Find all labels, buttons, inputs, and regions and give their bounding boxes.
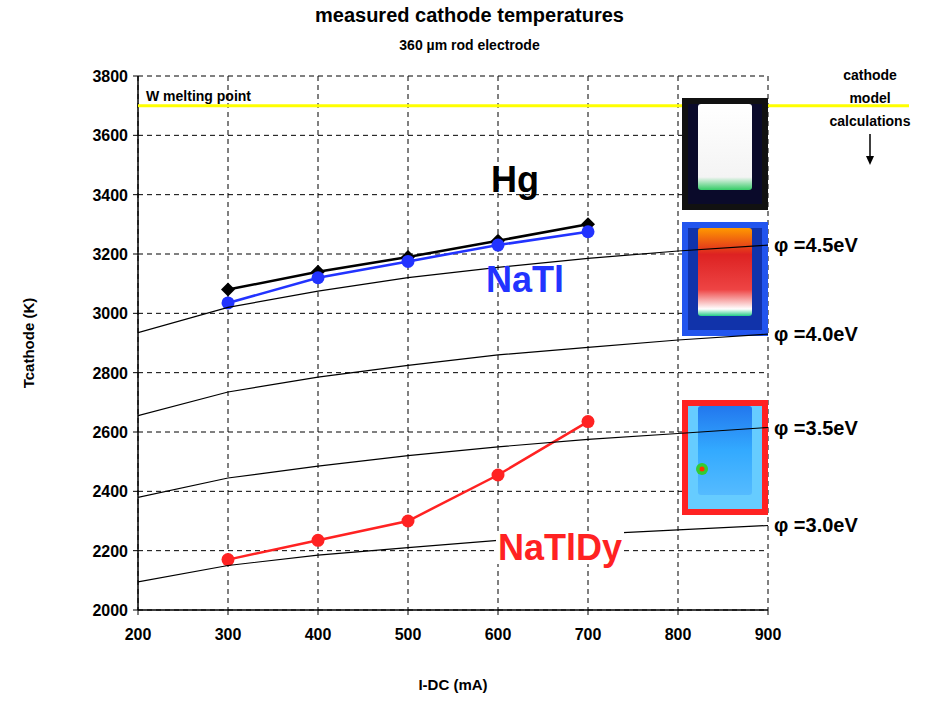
annotation-line: calculations bbox=[830, 113, 911, 129]
x-axis bbox=[138, 609, 768, 611]
inset-image bbox=[682, 222, 768, 336]
series-line bbox=[228, 232, 588, 303]
marker-circle bbox=[402, 515, 415, 528]
curve-label: φ =3.5eV bbox=[774, 417, 858, 439]
inset-bg bbox=[688, 406, 762, 509]
series-label: Hg bbox=[491, 159, 539, 200]
inset-bg bbox=[688, 104, 762, 204]
x-tick-label: 200 bbox=[125, 626, 152, 643]
inset-frame bbox=[682, 400, 768, 515]
inset-electrode bbox=[698, 228, 752, 316]
annotation-line: model bbox=[849, 90, 890, 106]
background bbox=[0, 0, 939, 710]
inset-bg bbox=[688, 228, 762, 330]
marker-circle bbox=[492, 239, 505, 252]
annotation-arrowhead bbox=[866, 156, 874, 165]
inset-spot bbox=[700, 467, 705, 472]
y-tick-label: 3400 bbox=[92, 187, 128, 204]
x-tick-label: 300 bbox=[215, 626, 242, 643]
x-tick-label: 900 bbox=[755, 626, 782, 643]
inset-spot bbox=[696, 463, 708, 475]
marker-circle bbox=[402, 255, 415, 268]
series-label: NaTl bbox=[486, 259, 564, 300]
y-grid-line bbox=[138, 135, 768, 136]
y-grid-line bbox=[138, 194, 768, 195]
reference-line bbox=[138, 104, 909, 107]
curve-label: φ =4.0eV bbox=[774, 323, 858, 345]
marker-circle bbox=[312, 271, 325, 284]
y-tick-label: 3600 bbox=[92, 127, 128, 144]
x-tick-label: 600 bbox=[485, 626, 512, 643]
inset-electrode bbox=[698, 104, 752, 190]
y-tick-label: 2000 bbox=[92, 602, 128, 619]
inset-electrode bbox=[698, 406, 752, 495]
y-tick-label: 3000 bbox=[92, 305, 128, 322]
inset-image bbox=[682, 98, 768, 210]
curve-label: φ =3.0eV bbox=[774, 514, 858, 536]
series-line bbox=[138, 334, 768, 416]
data-area bbox=[138, 217, 768, 581]
curve-label: φ =4.5eV bbox=[774, 234, 858, 256]
subtitle: 360 µm rod electrode bbox=[399, 37, 540, 53]
marker-diamond bbox=[221, 283, 235, 297]
marker-circle bbox=[582, 415, 595, 428]
y-axis bbox=[137, 76, 139, 610]
marker-circle bbox=[222, 553, 235, 566]
x-axis-title: I-DC (mA) bbox=[418, 676, 487, 693]
y-tick-label: 2200 bbox=[92, 543, 128, 560]
x-grid-line bbox=[138, 76, 139, 610]
chart: measured cathode temperatures 360 µm rod … bbox=[0, 0, 939, 710]
y-tick-label: 3800 bbox=[92, 68, 128, 85]
y-grid-line bbox=[138, 313, 768, 314]
y-grid-line bbox=[138, 610, 768, 611]
y-tick-label: 3200 bbox=[92, 246, 128, 263]
x-grid-line bbox=[408, 76, 409, 610]
marker-circle bbox=[582, 225, 595, 238]
y-grid-line bbox=[138, 76, 768, 77]
x-tick-label: 800 bbox=[665, 626, 692, 643]
x-tick-label: 500 bbox=[395, 626, 422, 643]
inset-image bbox=[682, 400, 768, 515]
y-tick-label: 2600 bbox=[92, 424, 128, 441]
series-label: NaTlDy bbox=[498, 527, 622, 568]
y-tick-label: 2800 bbox=[92, 365, 128, 382]
series-line bbox=[138, 526, 768, 582]
x-tick-label: 700 bbox=[575, 626, 602, 643]
series-line bbox=[138, 245, 768, 333]
y-tick-label: 2400 bbox=[92, 483, 128, 500]
y-grid-line bbox=[138, 550, 768, 551]
annotation: cathode model calculations bbox=[830, 67, 911, 129]
marker-circle bbox=[312, 534, 325, 547]
x-tick-label: 400 bbox=[305, 626, 332, 643]
y-grid-line bbox=[138, 372, 768, 373]
title: measured cathode temperatures bbox=[315, 4, 624, 26]
y-axis-title: Tcathode (K) bbox=[20, 298, 37, 389]
x-grid-line bbox=[318, 76, 319, 610]
reference-label: W melting point bbox=[146, 88, 251, 104]
marker-circle bbox=[492, 469, 505, 482]
y-grid-line bbox=[138, 491, 768, 492]
series-line bbox=[138, 428, 768, 498]
x-grid-line bbox=[228, 76, 229, 610]
y-grid-line bbox=[138, 432, 768, 433]
grid bbox=[138, 76, 768, 610]
inset-frame bbox=[682, 222, 768, 336]
inset-frame bbox=[682, 98, 768, 210]
annotation-line: cathode bbox=[843, 67, 897, 83]
